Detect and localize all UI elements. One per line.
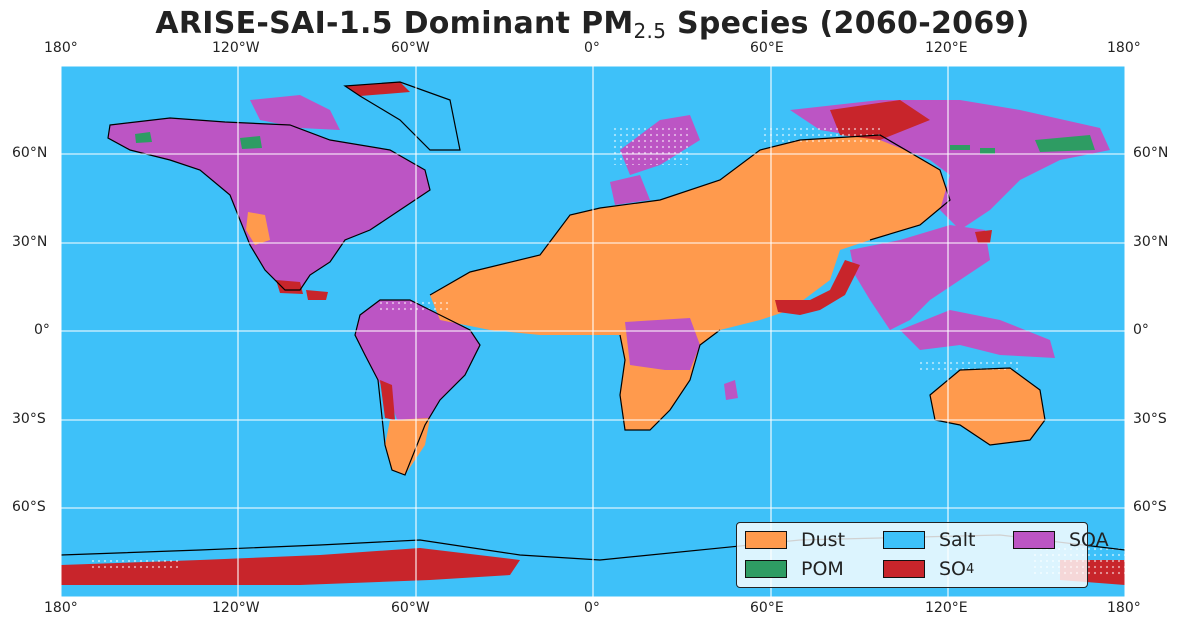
north-america-soa [108,118,430,290]
lat-tick-left: 30°N [12,234,48,250]
lon-tick-bottom: 60°W [391,600,430,616]
europe-soa [610,175,650,205]
mexico-so4 [276,280,328,300]
legend-swatch-dust [745,531,787,549]
lon-tick-bottom: 120°E [925,600,968,616]
east-siberia-pom [950,135,1095,154]
map-frame [60,65,1126,598]
madagascar-soa [724,380,738,400]
antarctica-so4 [61,548,520,585]
lon-tick-top: 60°E [750,40,784,56]
lon-tick-top: 180° [44,40,78,56]
lat-tick-right: 30°S [1133,411,1167,427]
lat-tick-left: 60°N [12,145,48,161]
lon-tick-bottom: 120°W [212,600,260,616]
india-so4 [775,260,860,315]
map-title: ARISE-SAI-1.5 Dominant PM2.5 Species (20… [155,6,1030,43]
legend-item-dust: Dust [745,529,845,551]
legend-item-soa: SOA [1013,529,1109,551]
east-china-so4 [975,230,992,243]
graticule [61,66,1125,597]
legend-item-salt: Salt [883,529,975,551]
greenland-so4-patch [345,82,410,96]
asia-soa [850,225,990,330]
legend-swatch-soa [1013,531,1055,549]
lon-tick-bottom: 180° [44,600,78,616]
lon-tick-top: 60°W [391,40,430,56]
lat-tick-left: 0° [34,322,50,338]
lon-tick-bottom: 60°E [750,600,784,616]
lon-tick-top: 180° [1107,40,1141,56]
sahara-dust [430,135,950,430]
lon-tick-bottom: 0° [584,600,600,616]
legend-item-so4: SO 4 [883,558,974,580]
australia-dust [930,368,1045,445]
legend-swatch-pom [745,560,787,578]
lon-tick-top: 0° [584,40,600,56]
us-sw-dust [246,212,270,245]
legend-swatch-so4 [883,560,925,578]
legend-item-pom: POM [745,558,844,580]
map-legend: Dust Salt SOA POM SO 4 [736,522,1109,588]
patagonia-dust [385,418,430,475]
lon-tick-top: 120°W [212,40,260,56]
lat-tick-right: 30°N [1133,234,1169,250]
lat-tick-left: 30°S [12,411,46,427]
canada-islands-soa [250,95,340,130]
central-africa-soa [625,318,700,370]
lat-tick-left: 60°S [12,499,46,515]
lat-tick-right: 60°N [1133,145,1169,161]
legend-swatch-salt [883,531,925,549]
south-america-soa [355,300,480,428]
indonesia-soa [900,310,1055,358]
lat-tick-right: 60°S [1133,499,1167,515]
lat-tick-right: 0° [1133,322,1149,338]
chile-so4 [380,380,395,420]
alaska-pom [135,132,262,149]
lon-tick-bottom: 180° [1107,600,1141,616]
lon-tick-top: 120°E [925,40,968,56]
